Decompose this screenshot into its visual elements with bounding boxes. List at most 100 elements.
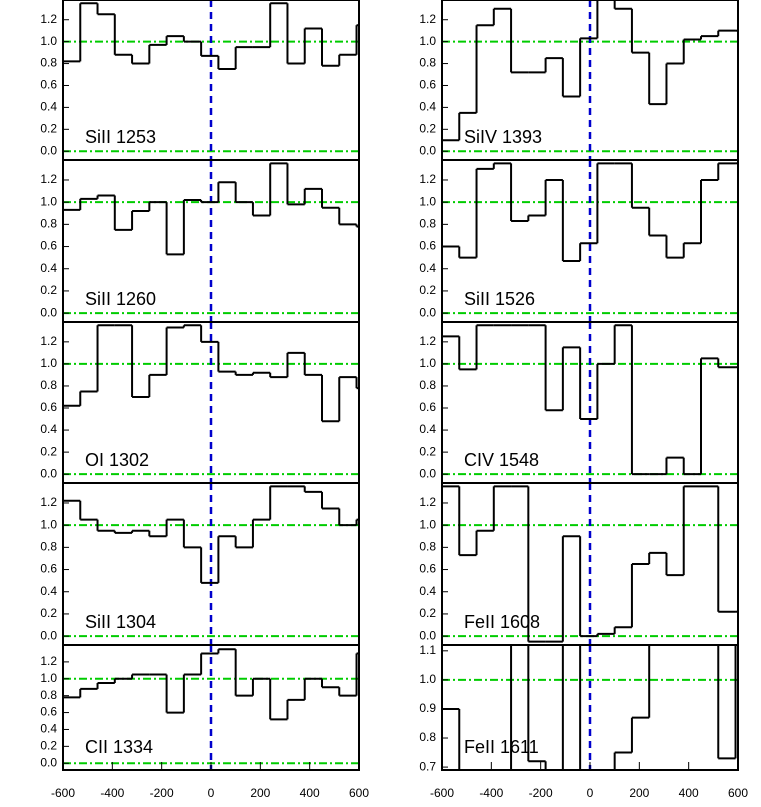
x-tick-label: -600 <box>51 786 75 800</box>
y-tick-label: 0.6 <box>40 78 57 92</box>
y-tick-label: 0.6 <box>40 400 57 414</box>
line-label: SiII 1526 <box>464 289 535 309</box>
panel: 0.0 0.2 0.4 0.6 0.8 1.0 1.2 OI 1302 <box>40 321 360 484</box>
y-tick-label: 0.4 <box>40 722 57 736</box>
line-label: SiII 1260 <box>85 289 156 309</box>
y-tick-label: 1.0 <box>40 34 57 48</box>
y-tick-label: 0.0 <box>40 755 57 769</box>
y-tick-label: 0.0 <box>419 143 436 157</box>
x-tick-label: 200 <box>629 786 649 800</box>
y-tick-label: 0.2 <box>40 283 57 297</box>
y-tick-label: 0.8 <box>40 378 57 392</box>
x-tick-label: -400 <box>100 786 124 800</box>
panel: 0.0 0.2 0.4 0.6 0.8 1.0 1.2 CIV 1548 <box>419 321 739 484</box>
y-tick-label: 0.8 <box>419 378 436 392</box>
y-tick-label: 0.8 <box>419 540 436 554</box>
y-tick-label: 0.2 <box>40 444 57 458</box>
y-tick-label: 0.8 <box>40 688 57 702</box>
x-tick-label: -600 <box>430 786 454 800</box>
y-tick-label: 0.6 <box>40 239 57 253</box>
y-tick-label: 0.2 <box>40 606 57 620</box>
plot-area <box>442 0 738 160</box>
y-tick-label: 0.7 <box>419 759 436 773</box>
y-tick-label: 0.6 <box>419 400 436 414</box>
y-tick-label: 0.4 <box>40 261 57 275</box>
y-tick-label: 1.0 <box>419 672 436 686</box>
y-tick-label: 0.0 <box>419 628 436 642</box>
x-tick-label: 200 <box>250 786 270 800</box>
y-tick-label: 0.4 <box>419 584 436 598</box>
y-tick-label: 0.0 <box>40 143 57 157</box>
line-label: FeII 1608 <box>464 612 540 632</box>
y-tick-label: 0.4 <box>419 261 436 275</box>
y-tick-label: 1.0 <box>40 194 57 208</box>
panel: 0.0 0.2 0.4 0.6 0.8 1.0 1.2 SiII 1304 <box>40 482 360 646</box>
panel: 0.0 0.2 0.4 0.6 0.8 1.0 1.2 SiII 1253 <box>40 0 360 161</box>
y-tick-label: 0.0 <box>419 305 436 319</box>
x-tick-label: -400 <box>479 786 503 800</box>
y-tick-label: 0.8 <box>40 217 57 231</box>
y-tick-label: 0.0 <box>40 466 57 480</box>
x-tick-label: 400 <box>300 786 320 800</box>
x-tick-label: 600 <box>349 786 369 800</box>
x-tick-label: -200 <box>150 786 174 800</box>
plot-area <box>63 483 359 645</box>
y-tick-label: 0.4 <box>40 584 57 598</box>
y-tick-label: 0.4 <box>40 422 57 436</box>
panel: 0.0 0.2 0.4 0.6 0.8 1.0 1.2 SiII 1260 <box>40 159 360 323</box>
y-tick-label: 0.8 <box>419 56 436 70</box>
x-tick-label: 600 <box>728 786 748 800</box>
y-tick-label: 0.6 <box>419 239 436 253</box>
y-tick-label: 0.4 <box>419 100 436 114</box>
y-tick-label: 0.8 <box>419 730 436 744</box>
y-tick-label: 0.2 <box>40 739 57 753</box>
y-tick-label: 0.6 <box>40 705 57 719</box>
y-tick-label: 0.0 <box>40 628 57 642</box>
y-tick-label: 0.2 <box>40 121 57 135</box>
line-label: CIV 1548 <box>464 450 539 470</box>
y-tick-label: 1.0 <box>40 356 57 370</box>
y-tick-label: 1.0 <box>419 194 436 208</box>
y-tick-label: 1.2 <box>419 495 436 509</box>
y-tick-label: 1.2 <box>419 334 436 348</box>
y-tick-label: 1.0 <box>419 356 436 370</box>
y-tick-label: 1.0 <box>419 34 436 48</box>
x-tick-label: 0 <box>587 786 594 800</box>
y-tick-label: 1.2 <box>40 12 57 26</box>
y-tick-label: 0.9 <box>419 701 436 715</box>
y-tick-label: 1.2 <box>419 172 436 186</box>
y-tick-label: 0.8 <box>40 540 57 554</box>
x-tick-label: -200 <box>529 786 553 800</box>
line-label: FeII 1611 <box>464 737 539 757</box>
panel: 0.0 0.2 0.4 0.6 0.8 1.0 1.2 SiIV 1393 <box>419 0 739 161</box>
plot-area <box>63 645 359 770</box>
line-label: SiII 1304 <box>85 612 156 632</box>
y-tick-label: 0.2 <box>419 283 436 297</box>
y-tick-label: 0.0 <box>40 305 57 319</box>
y-tick-label: 0.2 <box>419 606 436 620</box>
y-tick-label: 0.8 <box>419 217 436 231</box>
y-tick-label: 1.0 <box>40 671 57 685</box>
plot-area <box>63 160 359 322</box>
line-label: SiIV 1393 <box>464 127 542 147</box>
panel: 0.0 0.2 0.4 0.6 0.8 1.0 1.2 SiII 1526 <box>419 159 739 323</box>
y-tick-label: 1.2 <box>419 12 436 26</box>
y-tick-label: 1.2 <box>40 495 57 509</box>
panel: 0.7 0.8 0.9 1.0 1.1 -600 -400 -200 0 200 400 600 FeI… <box>419 643 748 800</box>
y-tick-label: 0.4 <box>40 100 57 114</box>
y-tick-label: 0.2 <box>419 121 436 135</box>
y-tick-label: 1.0 <box>40 517 57 531</box>
panel: 0.0 0.2 0.4 0.6 0.8 1.0 1.2 FeII 1608 <box>419 482 739 646</box>
y-tick-label: 0.6 <box>419 78 436 92</box>
x-tick-label: 0 <box>208 786 215 800</box>
y-tick-label: 1.2 <box>40 654 57 668</box>
line-label: CII 1334 <box>85 737 153 757</box>
plot-area <box>442 483 738 645</box>
y-tick-label: 1.2 <box>40 334 57 348</box>
x-tick-label: 400 <box>679 786 699 800</box>
y-tick-label: 0.4 <box>419 422 436 436</box>
y-tick-label: 0.8 <box>40 56 57 70</box>
y-tick-label: 1.0 <box>419 517 436 531</box>
plot-area <box>63 0 359 160</box>
